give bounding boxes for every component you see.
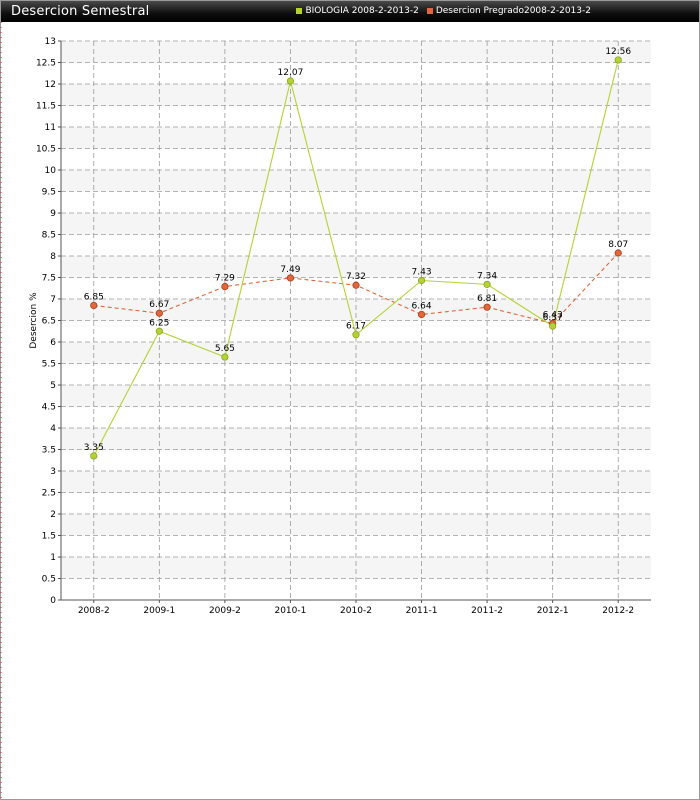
y-tick-label: 8: [50, 252, 56, 262]
y-tick-label: 11: [45, 123, 56, 133]
data-label-0: 3.35: [84, 443, 104, 453]
x-tick-label: 2012-2: [602, 606, 634, 616]
data-point-1: [614, 249, 622, 257]
y-tick-label: 1.5: [42, 532, 56, 542]
data-point-0: [483, 280, 491, 288]
data-label-0: 6.17: [346, 322, 366, 332]
y-tick-label: 2.5: [42, 489, 56, 499]
data-point-1: [221, 282, 229, 291]
y-tick-label: 6.5: [42, 317, 56, 327]
plot-band: [61, 84, 651, 106]
legend-swatch-pregrado: [426, 8, 433, 14]
legend-swatch-biologia: [296, 8, 303, 14]
plot-band: [61, 363, 651, 385]
title-bar: Desercion Semestral BIOLOGIA 2008-2-2013…: [1, 1, 699, 22]
chart-title: Desercion Semestral: [11, 4, 150, 19]
data-point-1: [90, 301, 98, 310]
data-label-1: 6.81: [477, 294, 497, 304]
y-tick-label: 3.5: [42, 446, 56, 456]
legend-label-pregrado: Desercion Pregrado2008-2-2013-2: [435, 6, 591, 16]
data-point-1: [286, 274, 295, 282]
y-tick-label: 10: [45, 166, 57, 176]
y-axis-title: Desercion %: [29, 292, 39, 349]
y-tick-label: 9: [50, 209, 56, 219]
x-tick-label: 2011-2: [471, 606, 503, 616]
data-label-0: 6.37: [543, 313, 563, 323]
data-label-0: 12.07: [278, 68, 304, 78]
data-label-1: 8.07: [608, 240, 628, 250]
plot-band: [61, 342, 651, 364]
y-tick-label: 0.5: [42, 575, 56, 585]
y-tick-label: 8.5: [42, 231, 56, 241]
data-label-0: 6.25: [149, 318, 169, 328]
plot-band: [61, 428, 651, 450]
y-tick-label: 6: [50, 338, 56, 348]
data-label-1: 6.64: [412, 301, 432, 311]
y-tick-label: 4: [50, 424, 56, 434]
data-label-1: 7.49: [280, 265, 300, 275]
x-tick-label: 2010-1: [274, 606, 306, 616]
data-label-0: 7.43: [412, 268, 432, 278]
y-tick-label: 3: [50, 467, 56, 477]
x-tick-label: 2011-1: [406, 606, 438, 616]
data-point-0: [549, 322, 557, 330]
y-tick-label: 2: [50, 510, 56, 520]
data-point-1: [417, 310, 426, 319]
data-label-1: 6.43: [543, 311, 563, 321]
data-label-1: 7.29: [215, 274, 235, 284]
data-point-1: [155, 309, 163, 317]
y-tick-label: 12: [45, 80, 56, 90]
data-point-0: [614, 56, 622, 64]
plot-band: [61, 148, 651, 170]
y-tick-label: 10.5: [36, 145, 56, 155]
y-tick-label: 13: [45, 37, 56, 47]
x-tick-label: 2009-2: [209, 606, 241, 616]
data-label-1: 7.32: [346, 272, 366, 282]
data-point-0: [417, 276, 426, 285]
data-point-0: [352, 331, 360, 339]
data-point-0: [221, 353, 229, 361]
x-tick-label: 2010-2: [340, 606, 372, 616]
legend: BIOLOGIA 2008-2-2013-2 Desercion Pregrad…: [296, 6, 591, 16]
legend-item-pregrado: Desercion Pregrado2008-2-2013-2: [426, 6, 591, 16]
plot-band: [61, 557, 651, 579]
data-point-0: [155, 327, 163, 335]
y-tick-label: 7.5: [42, 274, 56, 284]
x-tick-label: 2012-1: [537, 606, 569, 616]
plot-band: [61, 492, 651, 514]
data-label-0: 12.56: [605, 47, 631, 57]
data-point-0: [90, 452, 98, 460]
y-tick-label: 1: [50, 553, 56, 563]
y-tick-label: 0: [50, 596, 56, 606]
y-tick-label: 4.5: [42, 403, 56, 413]
legend-item-biologia: BIOLOGIA 2008-2-2013-2: [296, 6, 419, 16]
x-tick-label: 2008-2: [78, 606, 110, 616]
y-tick-label: 11.5: [36, 102, 56, 112]
data-point-1: [483, 303, 491, 311]
legend-label-biologia: BIOLOGIA 2008-2-2013-2: [305, 6, 419, 16]
data-label-0: 5.65: [215, 344, 235, 354]
data-point-1: [352, 281, 360, 289]
x-tick-label: 2009-1: [143, 606, 175, 616]
data-label-1: 6.85: [84, 292, 104, 302]
data-label-0: 7.34: [477, 271, 497, 281]
data-point-0: [286, 77, 295, 85]
plot-band: [61, 213, 651, 235]
y-tick-label: 12.5: [36, 59, 56, 69]
data-label-1: 6.67: [149, 300, 169, 310]
y-tick-label: 5.5: [42, 360, 56, 370]
y-tick-label: 9.5: [42, 188, 56, 198]
y-tick-label: 7: [50, 295, 56, 305]
y-tick-label: 5: [50, 381, 56, 391]
